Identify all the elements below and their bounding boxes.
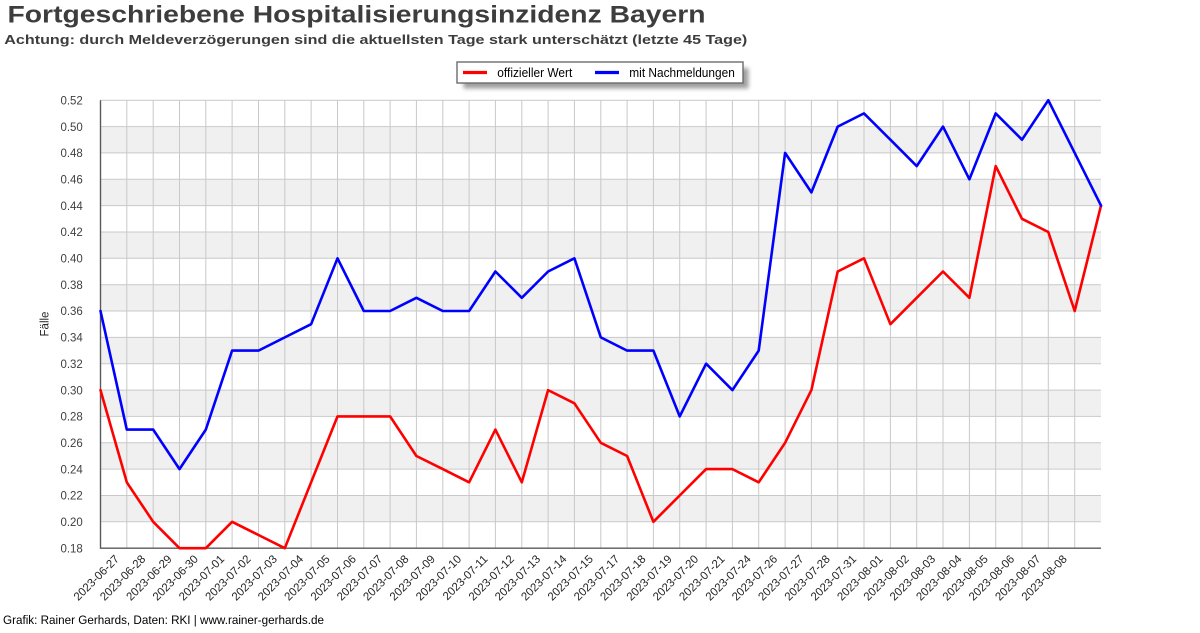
svg-text:0.40: 0.40 [61,254,83,266]
svg-text:0.22: 0.22 [61,491,83,503]
svg-text:0.38: 0.38 [61,280,83,292]
svg-text:0.50: 0.50 [61,122,83,134]
svg-text:mit Nachmeldungen: mit Nachmeldungen [629,66,735,80]
svg-text:Fälle: Fälle [40,312,52,337]
svg-text:0.36: 0.36 [61,306,83,318]
svg-text:0.30: 0.30 [61,385,83,397]
svg-text:Achtung: durch Meldeverzögerun: Achtung: durch Meldeverzögerungen sind d… [4,32,747,47]
svg-text:Fortgeschriebene Hospitalisier: Fortgeschriebene Hospitalisierungsinzide… [8,2,706,29]
svg-text:0.26: 0.26 [61,438,83,450]
svg-text:0.34: 0.34 [61,333,84,345]
svg-text:0.18: 0.18 [61,543,83,555]
svg-text:0.48: 0.48 [61,148,83,160]
svg-text:0.44: 0.44 [61,201,84,213]
svg-text:0.46: 0.46 [61,175,83,187]
svg-text:0.52: 0.52 [61,95,83,107]
svg-text:0.24: 0.24 [61,464,84,476]
svg-text:0.28: 0.28 [61,412,83,424]
svg-text:0.32: 0.32 [61,359,83,371]
svg-text:0.20: 0.20 [61,517,83,529]
svg-text:0.42: 0.42 [61,227,83,239]
svg-text:Grafik: Rainer Gerhards, Daten: Grafik: Rainer Gerhards, Daten: RKI | ww… [3,613,324,627]
svg-text:offizieller Wert: offizieller Wert [497,66,572,80]
